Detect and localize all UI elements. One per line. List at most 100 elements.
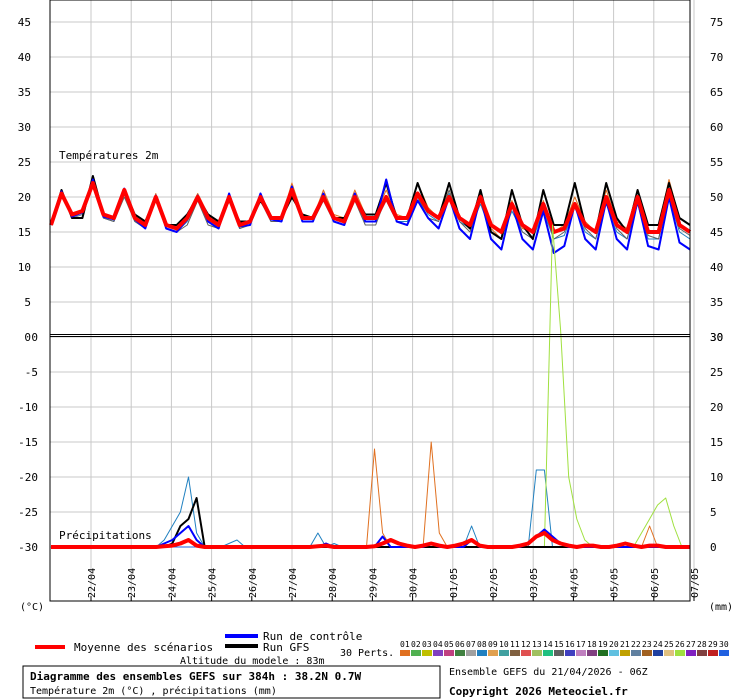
legend-pert-id: 30 <box>719 640 729 649</box>
precip-right-tick-label: 30 <box>710 331 723 344</box>
legend-pert-swatch <box>719 650 729 656</box>
legend-pert-id: 21 <box>620 640 630 649</box>
precip-right-tick-label: 5 <box>710 506 717 519</box>
legend-pert-swatch <box>532 650 542 656</box>
legend-pert-id: 12 <box>521 640 531 649</box>
date-tick-label: 22/04 <box>87 568 98 598</box>
legend-pert-swatch <box>686 650 696 656</box>
temp-left-tick-label: 35 <box>18 86 31 99</box>
legend-pert-swatch <box>521 650 531 656</box>
date-tick-label: 28/04 <box>328 568 339 598</box>
temp-right-tick-label: 70 <box>710 51 723 64</box>
date-tick-label: 02/05 <box>489 568 500 598</box>
precip-right-tick-label: 15 <box>710 436 723 449</box>
temperature-panel-label: Températures 2m <box>59 149 159 162</box>
temp-right-tick-label: 60 <box>710 121 723 134</box>
legend-pert-id: 25 <box>664 640 674 649</box>
precip-left-tick-label: -10 <box>18 401 38 414</box>
legend-pert-id: 16 <box>565 640 575 649</box>
date-tick-label: 07/05 <box>690 568 701 598</box>
temp-right-tick-label: 45 <box>710 226 723 239</box>
precip-left-tick-label: 0 <box>31 331 38 344</box>
legend-pert-swatch <box>664 650 674 656</box>
legend-pert-swatch <box>554 650 564 656</box>
temp-right-tick-label: 40 <box>710 261 723 274</box>
precip-left-tick-label: -20 <box>18 471 38 484</box>
legend-pert-id: 08 <box>477 640 487 649</box>
right-unit-label: (mm) <box>709 602 733 613</box>
date-tick-label: 30/04 <box>409 568 420 598</box>
temp-left-tick-label: 25 <box>18 156 31 169</box>
date-tick-label: 24/04 <box>167 568 178 598</box>
precip-mean-line <box>51 531 690 549</box>
legend-pert-swatch <box>653 650 663 656</box>
legend-pert-swatch <box>400 650 410 656</box>
plot-frame <box>49 0 691 602</box>
legend-pert-swatch <box>565 650 575 656</box>
date-tick-label: 26/04 <box>248 568 259 598</box>
legend-control-label: Run de contrôle <box>263 630 362 643</box>
legend-pert-swatch <box>576 650 586 656</box>
precip-left-tick-label: -30 <box>18 541 38 554</box>
legend-pert-id: 06 <box>455 640 465 649</box>
temp-right-tick-label: 75 <box>710 16 723 29</box>
legend-pert-swatch <box>433 650 443 656</box>
legend-pert-id: 05 <box>444 640 454 649</box>
legend-pert-id: 04 <box>433 640 443 649</box>
footer-title: Diagramme des ensembles GEFS sur 384h : … <box>30 670 362 683</box>
legend-pert-swatch <box>444 650 454 656</box>
date-tick-label: 01/05 <box>449 568 460 598</box>
legend-pert-id: 19 <box>598 640 608 649</box>
temp-right-tick-label: 55 <box>710 156 723 169</box>
legend-altitude: Altitude du modele : 83m <box>180 656 325 667</box>
legend-pert-swatch <box>543 650 553 656</box>
legend-pert-id: 11 <box>510 640 520 649</box>
date-tick-label: 29/04 <box>368 568 379 598</box>
date-tick-label: 25/04 <box>208 568 219 598</box>
legend-mean-label: Moyenne des scénarios <box>74 641 213 654</box>
legend-pert-id: 15 <box>554 640 564 649</box>
footer-subtitle: Température 2m (°C) , précipitations (mm… <box>30 685 277 697</box>
legend-pert-id: 22 <box>631 640 641 649</box>
legend-pert-id: 10 <box>499 640 509 649</box>
legend-pert-id: 23 <box>642 640 652 649</box>
legend-pert-swatch <box>499 650 509 656</box>
temp-right-tick-label: 50 <box>710 191 723 204</box>
legend-pert-id: 26 <box>675 640 685 649</box>
legend-pert-swatch <box>697 650 707 656</box>
left-unit-label: (°C) <box>20 602 44 613</box>
date-tick-label: 23/04 <box>127 568 138 598</box>
legend-pert-swatch <box>411 650 421 656</box>
precip-left-tick-label: -25 <box>18 506 38 519</box>
series-lines <box>49 175 692 549</box>
legend-pert-id: 17 <box>576 640 586 649</box>
legend-pert-id: 14 <box>543 640 553 649</box>
temp-right-tick-label: 30 <box>710 331 723 344</box>
legend-pert-swatch <box>620 650 630 656</box>
legend-pert-id: 13 <box>532 640 542 649</box>
legend-perturbation-swatches: 01 02 03 04 05 06 07 08 09 10 11 12 13 14 15 16 17 18 19 20… <box>400 640 729 656</box>
legend-pert-swatch <box>422 650 432 656</box>
legend-pert-id: 27 <box>686 640 696 649</box>
precip-right-tick-label: 10 <box>710 471 723 484</box>
temp-left-tick-label: 20 <box>18 191 31 204</box>
date-tick-label: 05/05 <box>610 568 621 598</box>
legend-pert-id: 18 <box>587 640 597 649</box>
legend-pert-id: 24 <box>653 640 663 649</box>
precip-panel-label: Précipitations <box>59 529 152 542</box>
legend-pert-id: 01 <box>400 640 410 649</box>
legend-pert-swatch <box>642 650 652 656</box>
legend-pert-swatch <box>455 650 465 656</box>
legend-pert-swatch <box>675 650 685 656</box>
temp-left-tick-label: 5 <box>24 296 31 309</box>
date-tick-label: 04/05 <box>569 568 580 598</box>
temp-left-tick-label: 40 <box>18 51 31 64</box>
temp-right-tick-label: 35 <box>710 296 723 309</box>
temp-left-tick-label: 30 <box>18 121 31 134</box>
precip-right-tick-label: 0 <box>710 541 717 554</box>
date-tick-label: 06/05 <box>650 568 661 598</box>
footer-copyright: Copyright 2026 Meteociel.fr <box>449 685 628 698</box>
